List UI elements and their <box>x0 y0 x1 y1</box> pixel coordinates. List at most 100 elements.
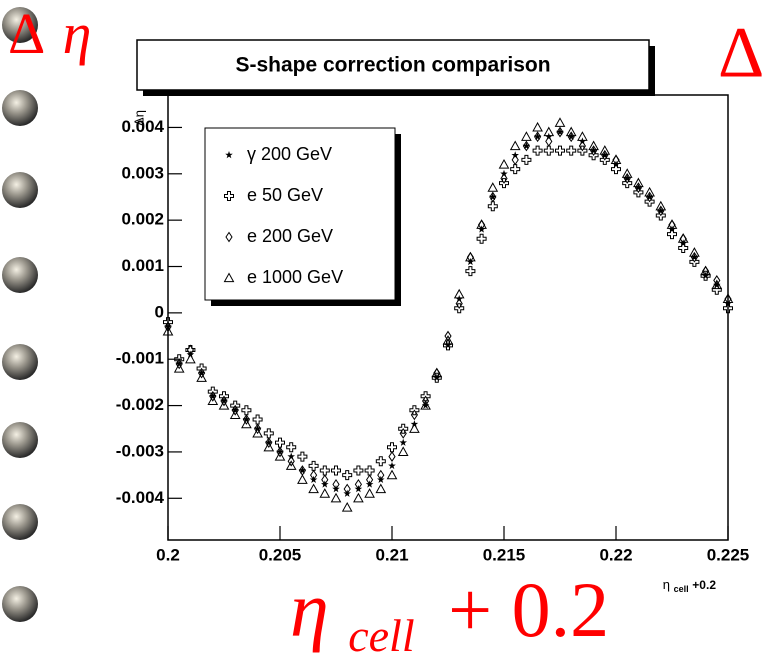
overlay-tail: + 0.2 <box>448 566 609 653</box>
data-point <box>286 442 297 453</box>
data-point <box>354 478 363 490</box>
data-point <box>285 460 297 470</box>
overlay-top-right: Δ <box>718 13 764 93</box>
data-point <box>365 474 374 486</box>
x-tick-label: 0.225 <box>707 545 750 564</box>
x-tick-label: 0.22 <box>599 545 632 564</box>
data-point <box>489 192 497 201</box>
legend-label: γ 200 GeV <box>247 144 332 164</box>
data-point <box>196 363 207 374</box>
data-point <box>252 427 263 438</box>
data-point <box>442 335 454 345</box>
data-point <box>645 192 654 201</box>
data-point <box>410 409 419 421</box>
data-point <box>556 128 564 136</box>
data-point <box>567 132 575 140</box>
data-point <box>218 400 230 410</box>
overlay-top-left: Δ η <box>8 1 91 66</box>
data-point <box>207 395 219 406</box>
data-point <box>677 233 689 243</box>
data-point <box>162 325 174 336</box>
data-point <box>409 405 420 416</box>
data-point <box>655 200 667 211</box>
data-point <box>220 395 228 407</box>
data-point <box>308 483 319 494</box>
data-point <box>657 206 665 215</box>
data-point <box>543 145 554 156</box>
data-point <box>275 437 285 448</box>
data-point <box>444 330 452 342</box>
data-point <box>397 446 409 457</box>
data-point <box>610 154 622 164</box>
chart-title: S-shape correction comparison <box>235 54 550 77</box>
data-point <box>252 414 263 425</box>
data-point <box>398 423 409 434</box>
data-point <box>276 446 284 458</box>
data-point <box>164 321 172 333</box>
data-point <box>297 474 308 484</box>
data-point <box>453 288 465 299</box>
data-point <box>444 341 452 349</box>
data-point <box>510 164 521 175</box>
data-point <box>623 174 631 182</box>
legend: γ 200 GeV e 50 GeV e 200 GeV e 1000 GeV <box>204 127 401 306</box>
data-point <box>532 145 543 156</box>
data-point <box>601 151 609 159</box>
data-point <box>353 492 364 503</box>
data-point <box>375 483 387 494</box>
data-point <box>455 298 463 309</box>
data-point <box>690 253 699 261</box>
data-point <box>700 265 711 276</box>
data-point <box>633 177 644 188</box>
data-point <box>207 386 218 397</box>
data-point <box>399 438 407 446</box>
y-tick-label: 0.002 <box>121 210 164 229</box>
data-point <box>274 451 286 461</box>
data-point <box>230 400 241 411</box>
data-point <box>465 251 476 262</box>
data-point <box>533 131 542 143</box>
data-point <box>388 461 396 470</box>
bead <box>2 586 38 622</box>
data-point <box>364 488 375 498</box>
data-point <box>399 427 407 439</box>
data-point <box>343 483 351 495</box>
y-tick-label: 0.004 <box>121 117 164 136</box>
data-point <box>711 279 723 290</box>
y-tick-label: 0.001 <box>121 256 164 275</box>
bead <box>2 504 38 540</box>
data-point <box>498 159 510 169</box>
data-point <box>566 145 577 156</box>
data-point <box>298 466 307 474</box>
data-point <box>678 242 689 253</box>
bead <box>2 90 38 126</box>
data-point <box>287 455 295 467</box>
data-point <box>554 117 566 127</box>
overlay-bottom: η cell + 0.2 <box>290 566 609 666</box>
x-tick-label: 0.215 <box>483 545 526 564</box>
data-point <box>556 126 564 138</box>
data-point <box>689 247 700 257</box>
data-point <box>319 465 330 476</box>
y-axis-label: Δη <box>131 110 146 126</box>
data-point <box>465 266 476 277</box>
bead-column <box>2 7 38 622</box>
data-point <box>545 135 553 147</box>
data-point <box>409 423 420 433</box>
data-point <box>388 451 396 462</box>
data-point <box>197 367 206 379</box>
legend-marker <box>225 231 233 243</box>
data-point <box>263 428 274 439</box>
data-point <box>377 469 385 481</box>
x-tick-label: 0.21 <box>375 545 408 564</box>
title-box <box>136 39 650 91</box>
data-point <box>487 201 498 212</box>
data-point <box>297 451 308 462</box>
x-label-sub: cell <box>674 584 689 594</box>
data-point <box>241 405 252 416</box>
y-tick-label: 0 <box>155 302 164 321</box>
data-point <box>331 465 341 476</box>
x-axis-label: η cell +0.2 <box>663 577 717 596</box>
legend-box <box>204 127 396 301</box>
